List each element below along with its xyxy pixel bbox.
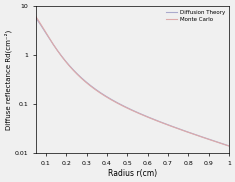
Monte Carlo xyxy=(193,133,196,135)
Diffusion Theory xyxy=(139,113,142,115)
Legend: Diffusion Theory, Monte Carlo: Diffusion Theory, Monte Carlo xyxy=(165,9,226,23)
X-axis label: Radius r(cm): Radius r(cm) xyxy=(108,169,157,178)
Diffusion Theory xyxy=(193,133,196,135)
Monte Carlo xyxy=(149,117,152,119)
Diffusion Theory xyxy=(223,143,226,145)
Y-axis label: Diffuse reflectance Rd(cm⁻²): Diffuse reflectance Rd(cm⁻²) xyxy=(4,30,12,130)
Line: Diffusion Theory: Diffusion Theory xyxy=(36,18,229,146)
Monte Carlo xyxy=(223,143,226,146)
Monte Carlo xyxy=(126,107,129,109)
Diffusion Theory xyxy=(34,17,37,19)
Monte Carlo xyxy=(227,145,230,147)
Diffusion Theory xyxy=(127,107,130,110)
Line: Monte Carlo: Monte Carlo xyxy=(36,16,229,146)
Diffusion Theory xyxy=(149,117,152,119)
Monte Carlo xyxy=(127,108,130,110)
Monte Carlo xyxy=(139,113,142,115)
Diffusion Theory xyxy=(126,107,129,109)
Diffusion Theory xyxy=(227,145,230,147)
Monte Carlo xyxy=(34,15,37,17)
